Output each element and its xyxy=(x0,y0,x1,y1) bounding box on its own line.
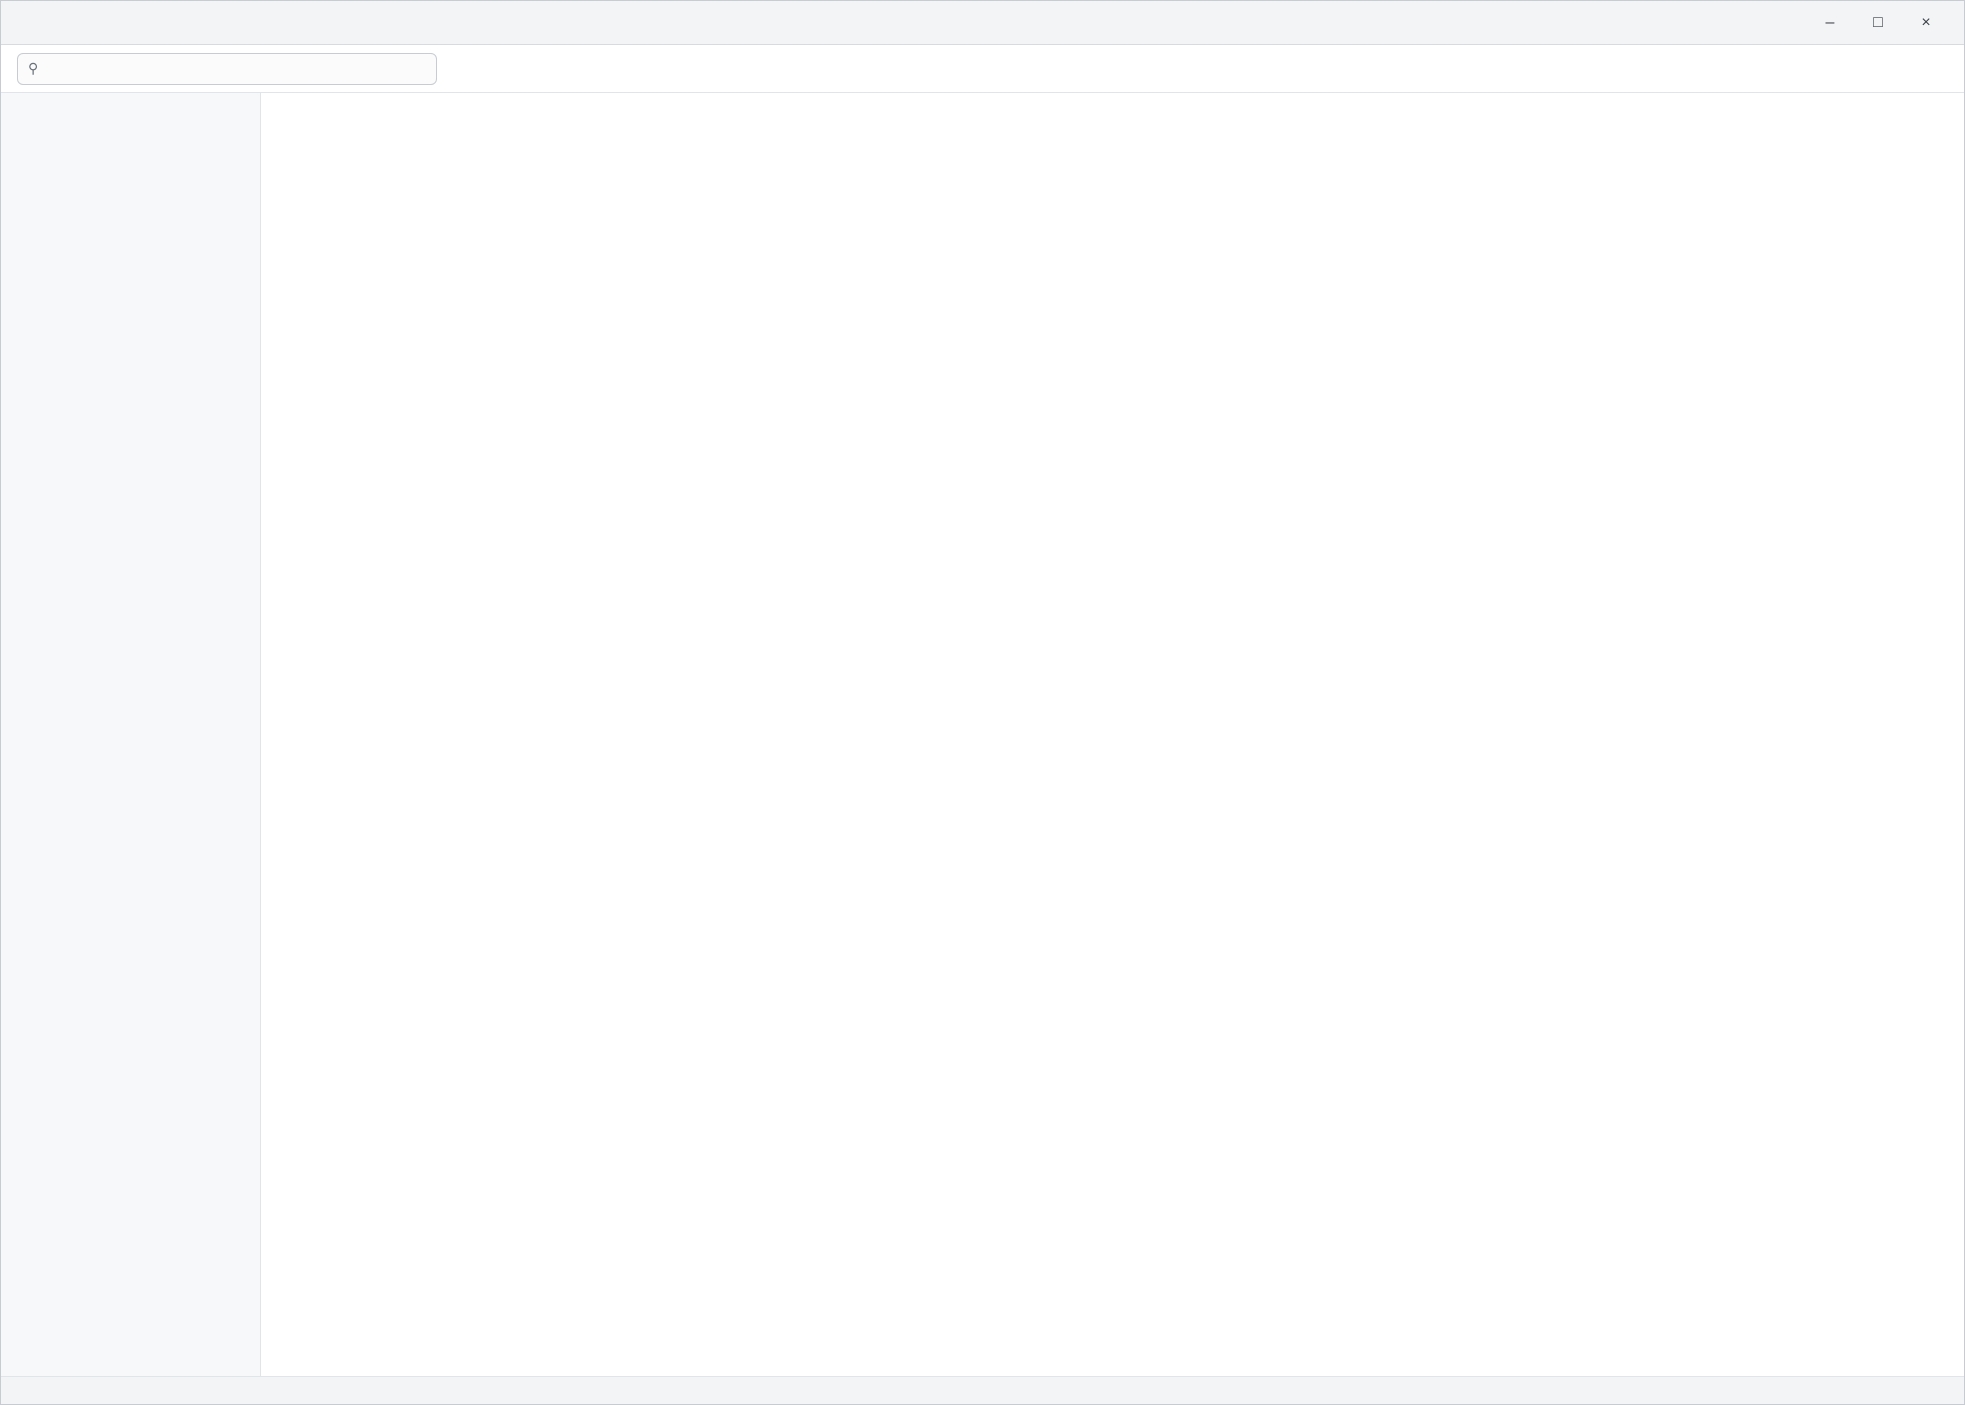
minimize-icon: – xyxy=(1825,13,1835,31)
minimize-button[interactable]: – xyxy=(1808,7,1852,39)
maximize-button[interactable]: □ xyxy=(1856,7,1900,39)
search-icon: ⚲ xyxy=(28,60,39,76)
sidebar xyxy=(1,93,261,1376)
status-bar xyxy=(1,1376,1964,1404)
page-title xyxy=(293,117,1932,143)
search-input[interactable] xyxy=(46,59,426,78)
search-box[interactable]: ⚲ xyxy=(17,52,437,85)
close-button[interactable]: × xyxy=(1904,7,1948,39)
maximize-icon: □ xyxy=(1873,13,1883,31)
toolbar: ⚲ xyxy=(1,45,1964,93)
title-bar[interactable]: – □ × xyxy=(1,1,1964,45)
close-icon: × xyxy=(1921,13,1931,31)
main-area xyxy=(1,93,1964,1376)
content-pane xyxy=(261,93,1964,1376)
window-controls: – □ × xyxy=(1808,7,1948,39)
